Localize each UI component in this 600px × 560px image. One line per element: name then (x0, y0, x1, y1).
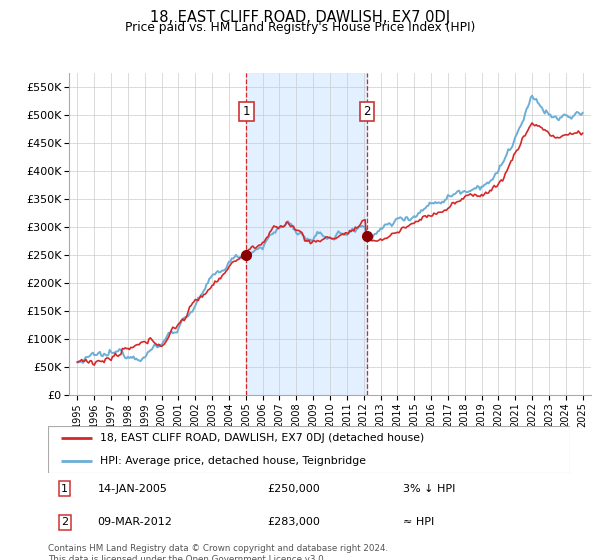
Text: 18, EAST CLIFF ROAD, DAWLISH, EX7 0DJ: 18, EAST CLIFF ROAD, DAWLISH, EX7 0DJ (150, 10, 450, 25)
FancyBboxPatch shape (48, 426, 570, 473)
Text: 1: 1 (243, 105, 250, 118)
Text: 3% ↓ HPI: 3% ↓ HPI (403, 484, 455, 494)
Text: 2: 2 (61, 517, 68, 528)
Text: ≈ HPI: ≈ HPI (403, 517, 434, 528)
Bar (247, 73, 367, 395)
Text: 1: 1 (61, 484, 68, 494)
Text: Price paid vs. HM Land Registry's House Price Index (HPI): Price paid vs. HM Land Registry's House … (125, 21, 475, 34)
Text: 2: 2 (363, 105, 371, 118)
Text: £250,000: £250,000 (267, 484, 320, 494)
Text: HPI: Average price, detached house, Teignbridge: HPI: Average price, detached house, Teig… (100, 456, 366, 466)
Text: £283,000: £283,000 (267, 517, 320, 528)
Text: Contains HM Land Registry data © Crown copyright and database right 2024.
This d: Contains HM Land Registry data © Crown c… (48, 544, 388, 560)
Text: 18, EAST CLIFF ROAD, DAWLISH, EX7 0DJ (detached house): 18, EAST CLIFF ROAD, DAWLISH, EX7 0DJ (d… (100, 433, 424, 444)
Text: 14-JAN-2005: 14-JAN-2005 (98, 484, 167, 494)
Text: 09-MAR-2012: 09-MAR-2012 (98, 517, 172, 528)
